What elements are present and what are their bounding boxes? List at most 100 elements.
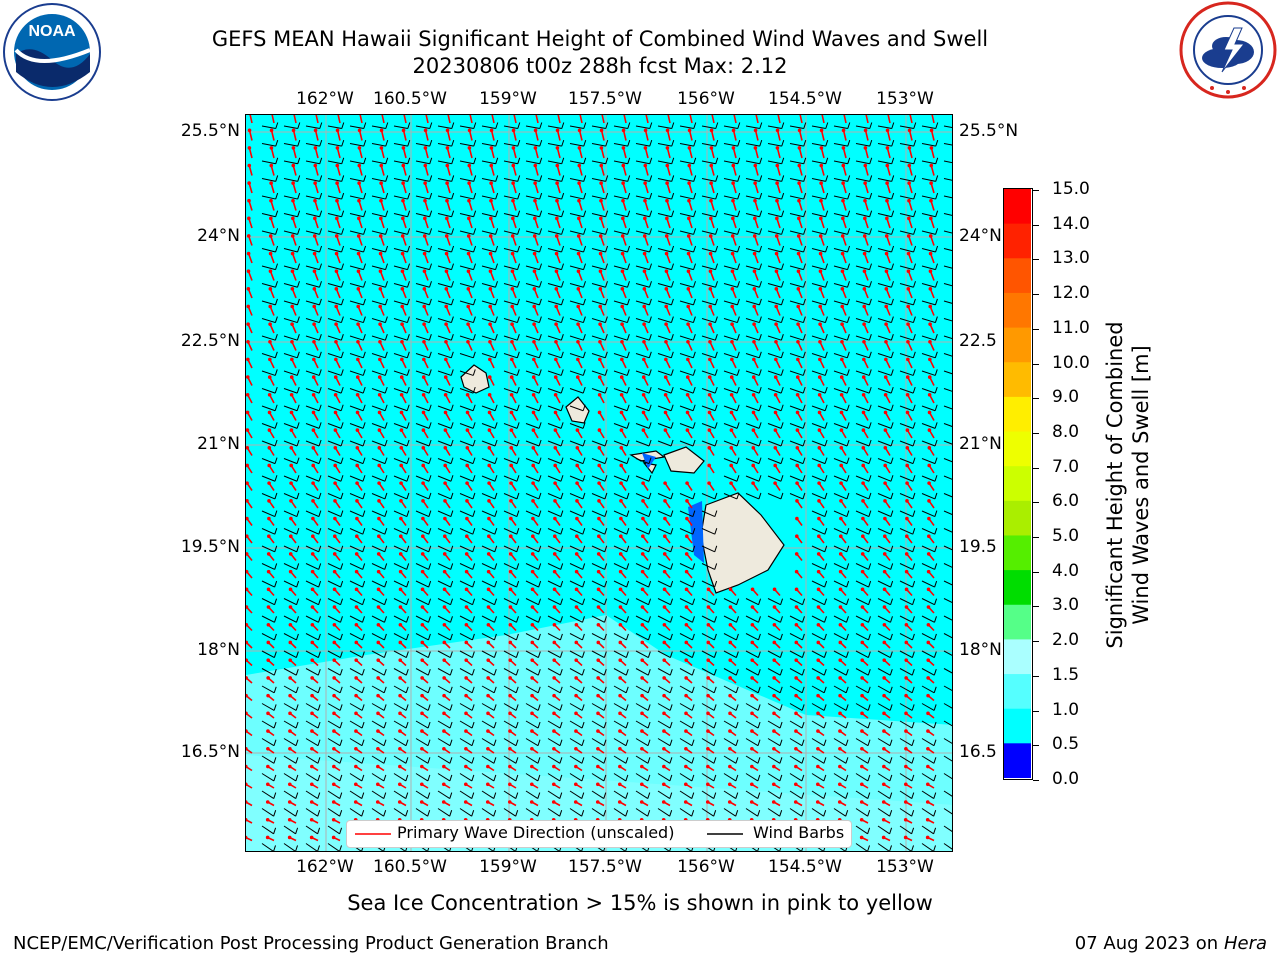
wind-barb-feather (582, 492, 586, 500)
wave-arrow-head (376, 658, 381, 662)
wind-barb-feather (890, 616, 893, 623)
wind-barb-shaft (393, 178, 408, 182)
wind-barb-shaft (305, 300, 320, 306)
wind-barb-shaft (613, 230, 628, 235)
wave-arrow-head (665, 163, 670, 168)
wave-arrow-head (817, 375, 822, 379)
wave-arrow-head (379, 146, 384, 150)
wind-barb-shaft (525, 510, 540, 517)
wind-barb-shaft (261, 755, 275, 764)
wind-barb-shaft (745, 265, 760, 271)
wind-barb-shaft (679, 143, 694, 147)
wind-barb-shaft (371, 160, 386, 165)
wind-barb-feather (561, 263, 564, 270)
wind-barb-feather (649, 210, 653, 217)
wind-barb-shaft (525, 545, 539, 553)
wind-barb-shaft (437, 300, 452, 306)
wind-barb-feather (759, 192, 763, 200)
wind-barb-shaft (393, 598, 407, 606)
wave-arrow-head (731, 216, 735, 221)
wind-barb-shaft (921, 528, 936, 535)
wave-arrow-head (863, 128, 868, 133)
wind-barb-shaft (525, 685, 539, 694)
wind-barb-feather (869, 175, 873, 182)
wind-barb-feather (692, 510, 696, 517)
wave-arrow-head (467, 181, 471, 185)
wind-barb-feather (339, 739, 343, 746)
wave-arrow-head (422, 357, 426, 362)
wind-barb-shaft (547, 545, 561, 553)
wind-barb-shaft (305, 265, 320, 271)
wind-barb-shaft (525, 720, 539, 729)
wind-barb-feather (362, 334, 366, 341)
wind-barb-feather (427, 704, 431, 711)
wind-barb-feather (757, 757, 761, 764)
wave-arrow-head (883, 392, 888, 397)
wind-barb-shaft (899, 545, 913, 553)
wind-barb-shaft (481, 353, 496, 359)
wave-arrow-head (773, 463, 777, 468)
wind-barb-feather (824, 580, 828, 588)
wave-arrow-head (376, 711, 380, 716)
wind-barb-shaft (701, 230, 716, 235)
wind-barb-feather (781, 228, 785, 235)
wind-barb-shaft (745, 125, 760, 129)
wind-barb-feather (780, 298, 784, 306)
wind-barb-shaft (349, 458, 364, 465)
wave-arrow-head (290, 251, 295, 256)
wave-arrow-head (313, 146, 318, 150)
wind-barb-feather (935, 228, 939, 235)
wind-barb-shaft (679, 755, 693, 764)
wind-barb-feather (274, 492, 278, 500)
wave-arrow-head (709, 198, 713, 203)
map-panel[interactable] (245, 114, 953, 852)
wind-barb-shaft (943, 318, 952, 322)
wave-arrow-head (399, 534, 403, 539)
wave-arrow-head (287, 817, 292, 822)
wave-arrow-head (819, 146, 824, 150)
wave-arrow-head (905, 534, 909, 539)
wind-barb-feather (737, 175, 741, 182)
wind-barb-feather (406, 369, 410, 376)
wind-barb-shaft (481, 248, 496, 253)
wind-barb-feather (934, 492, 938, 500)
wind-barb-feather (669, 633, 673, 641)
wave-arrow-head (246, 499, 249, 503)
wind-barb-shaft (569, 143, 584, 147)
wind-barb-shaft (723, 388, 738, 394)
wind-barb-feather (318, 386, 322, 394)
wind-barb-feather (670, 334, 674, 341)
wave-arrow-head (707, 463, 711, 468)
wave-arrow-head (752, 269, 757, 274)
wave-arrow-head (640, 622, 645, 627)
wind-barb-feather (869, 192, 873, 200)
wave-arrow-head (246, 357, 250, 362)
wind-barb-feather (494, 580, 498, 588)
wave-arrow-head (684, 676, 688, 680)
wind-barb-shaft (503, 195, 518, 200)
wave-arrow-head (596, 605, 601, 609)
wave-arrow (865, 115, 869, 124)
wind-barb-shaft (503, 300, 518, 306)
wind-barb-shaft (811, 213, 826, 218)
wind-barb-feather (626, 528, 630, 535)
wind-barb-shaft (613, 633, 627, 641)
wind-barb-feather (713, 739, 717, 746)
wind-barb-feather (406, 298, 410, 306)
wind-barb-feather (450, 386, 454, 394)
wind-barb-shaft (327, 493, 342, 500)
wind-barb-shaft (657, 318, 672, 324)
wind-barb-shaft (415, 510, 430, 517)
wind-barb-shaft (723, 440, 738, 447)
wind-barb-shaft (701, 388, 716, 394)
wave-arrow-head (838, 605, 843, 609)
wave-arrow-head (731, 146, 736, 150)
wind-barb-feather (781, 245, 785, 253)
wave-arrow-head (309, 817, 314, 822)
wave-arrow-head (686, 251, 691, 256)
wave-arrow-head (574, 746, 578, 751)
wind-barb-shaft (525, 143, 540, 147)
wave-arrow-head (752, 357, 756, 362)
wind-barb-feather (604, 386, 608, 394)
wave-arrow-head (665, 146, 670, 150)
